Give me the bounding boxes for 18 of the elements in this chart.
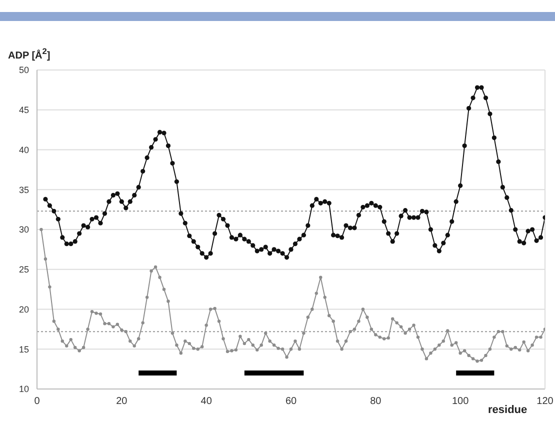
y-tick-label: 10 [18, 384, 29, 394]
y-axis-title: ADP [Å$^{2}$] [8, 46, 50, 62]
y-tick-label: 45 [18, 105, 29, 116]
y-tick-label: 20 [18, 304, 29, 314]
x-tick-label: 100 [452, 396, 470, 408]
y-tick-label: 40 [18, 144, 29, 155]
x-tick-label: 120 [536, 396, 554, 408]
y-tick-label: 35 [18, 184, 29, 195]
y-tick-label: 25 [18, 264, 29, 275]
x-tick-label: 80 [370, 396, 382, 408]
x-tick-label: 40 [200, 396, 212, 408]
y-tick-label: 50 [18, 65, 29, 76]
x-tick-label: 60 [285, 396, 297, 408]
x-axis-title: residue [488, 404, 528, 416]
y-tick-label: 15 [18, 344, 29, 354]
x-tick-label: 0 [34, 396, 40, 408]
x-tick-label: 20 [116, 396, 128, 408]
y-tick-label: 30 [18, 224, 29, 235]
